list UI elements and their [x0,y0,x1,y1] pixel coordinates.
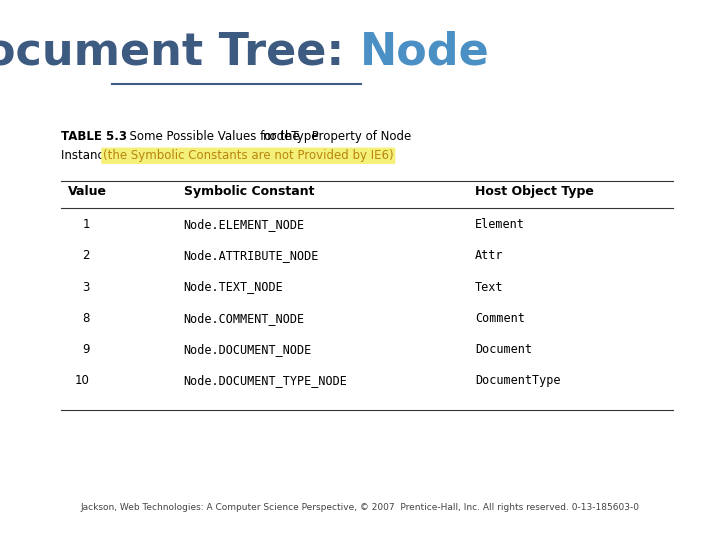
Text: Host Object Type: Host Object Type [475,185,594,199]
Text: Node.DOCUMENT_NODE: Node.DOCUMENT_NODE [184,343,312,356]
Text: Instances: Instances [61,149,121,163]
Text: Node.ELEMENT_NODE: Node.ELEMENT_NODE [184,218,305,231]
Text: 2: 2 [83,249,90,262]
Text: (the Symbolic Constants are not Provided by IE6): (the Symbolic Constants are not Provided… [103,149,394,163]
Text: Document: Document [475,343,532,356]
Text: Node.TEXT_NODE: Node.TEXT_NODE [184,280,284,294]
Text: Attr: Attr [475,249,504,262]
Text: 1: 1 [83,218,90,231]
Text: Element: Element [475,218,525,231]
Text: Some Possible Values for the: Some Possible Values for the [122,130,304,144]
Text: Node.DOCUMENT_TYPE_NODE: Node.DOCUMENT_TYPE_NODE [184,374,348,388]
Text: Value: Value [68,185,107,199]
Text: 10: 10 [75,374,90,388]
Text: DocumentType: DocumentType [475,374,561,388]
Text: Node.COMMENT_NODE: Node.COMMENT_NODE [184,312,305,325]
Text: Property of Node: Property of Node [308,130,411,144]
Text: Jackson, Web Technologies: A Computer Science Perspective, © 2007  Prentice-Hall: Jackson, Web Technologies: A Computer Sc… [81,503,639,512]
Text: nodeType: nodeType [263,130,319,144]
Text: Document Tree:: Document Tree: [0,31,360,74]
Text: Node: Node [360,31,490,74]
Text: 8: 8 [83,312,90,325]
Text: Symbolic Constant: Symbolic Constant [184,185,314,199]
Text: Node.ATTRIBUTE_NODE: Node.ATTRIBUTE_NODE [184,249,319,262]
Text: TABLE 5.3: TABLE 5.3 [61,130,127,144]
Text: 9: 9 [83,343,90,356]
Text: 3: 3 [83,280,90,294]
Text: Comment: Comment [475,312,525,325]
Text: Text: Text [475,280,504,294]
